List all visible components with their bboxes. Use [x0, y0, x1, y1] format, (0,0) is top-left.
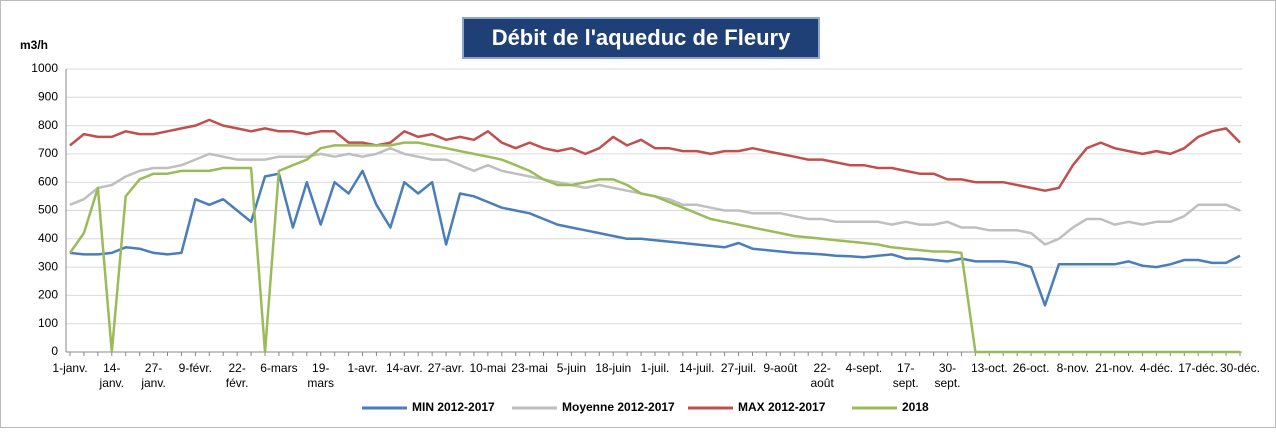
x-tick-label: 30-déc. — [1220, 361, 1260, 375]
x-tick-label: 14-avr. — [386, 361, 423, 375]
y-tick-label: 800 — [38, 118, 58, 132]
x-tick-label-line: mars — [307, 376, 334, 390]
x-tick-label: 4-sept. — [846, 361, 883, 375]
legend-label: Moyenne 2012-2017 — [562, 400, 675, 414]
x-tick-label: 22-févr. — [226, 361, 249, 390]
y-tick-label: 700 — [38, 146, 58, 160]
x-tick-label-line: janv. — [140, 376, 165, 390]
y-tick-label: 300 — [38, 259, 58, 273]
x-tick-label: 26-oct. — [1013, 361, 1050, 375]
x-tick-label-line: sept. — [934, 376, 960, 390]
x-tick-label-line: 27- — [145, 361, 162, 375]
x-tick-label-line: 22- — [228, 361, 245, 375]
x-tick-label: 14-juil. — [679, 361, 714, 375]
x-tick-label: 9-févr. — [179, 361, 212, 375]
series-line — [68, 141, 1240, 354]
x-tick-label-line: sept. — [893, 376, 919, 390]
y-tick-label: 0 — [51, 344, 58, 358]
x-tick-label-line: août — [810, 376, 834, 390]
x-tick-label: 27-juil. — [721, 361, 756, 375]
x-tick-label: 30-sept. — [934, 361, 960, 390]
x-tick-label: 14-janv. — [99, 361, 124, 390]
x-tick-label: 10-mai — [470, 361, 507, 375]
x-tick-label-line: janv. — [99, 376, 124, 390]
x-tick-label: 22-août — [810, 361, 834, 390]
x-tick-label: 1-janv. — [52, 361, 87, 375]
x-tick-label-line: 17- — [897, 361, 914, 375]
legend-label: MIN 2012-2017 — [412, 400, 495, 414]
y-axis-label: m3/h — [20, 38, 48, 52]
y-tick-label: 1000 — [31, 61, 58, 75]
x-tick-label-line: févr. — [226, 376, 249, 390]
x-tick-label-line: 30- — [939, 361, 956, 375]
x-tick-label: 8-nov. — [1057, 361, 1089, 375]
x-tick-label: 1-juil. — [641, 361, 670, 375]
x-tick-label-line: 22- — [813, 361, 830, 375]
x-tick-label: 19-mars — [307, 361, 334, 390]
x-tick-label: 6-mars — [260, 361, 297, 375]
x-tick-label: 9-août — [763, 361, 798, 375]
x-tick-label: 17-sept. — [893, 361, 919, 390]
x-tick-label: 5-juin — [557, 361, 586, 375]
series-line — [69, 118, 1241, 192]
y-tick-label: 200 — [38, 288, 58, 302]
series-line — [69, 169, 1241, 307]
chart-title: Débit de l'aqueduc de Fleury — [492, 25, 791, 50]
y-tick-label: 600 — [38, 174, 58, 188]
x-tick-label: 27-avr. — [428, 361, 465, 375]
title-box — [462, 17, 820, 59]
x-tick-label: 13-oct. — [971, 361, 1008, 375]
x-tick-label: 18-juin — [595, 361, 631, 375]
legend-label: 2018 — [902, 400, 929, 414]
x-tick-label-line: 14- — [103, 361, 120, 375]
x-tick-label: 23-mai — [511, 361, 548, 375]
x-tick-label: 27-janv. — [140, 361, 165, 390]
x-tick-label: 4-déc. — [1140, 361, 1173, 375]
y-tick-label: 400 — [38, 231, 58, 245]
y-tick-label: 500 — [38, 203, 58, 217]
y-tick-label: 900 — [38, 89, 58, 103]
legend-label: MAX 2012-2017 — [738, 400, 826, 414]
y-tick-label: 100 — [38, 316, 58, 330]
x-tick-label: 21-nov. — [1095, 361, 1134, 375]
x-tick-label: 17-déc. — [1178, 361, 1218, 375]
x-tick-label-line: 19- — [312, 361, 329, 375]
x-tick-label: 1-avr. — [347, 361, 377, 375]
